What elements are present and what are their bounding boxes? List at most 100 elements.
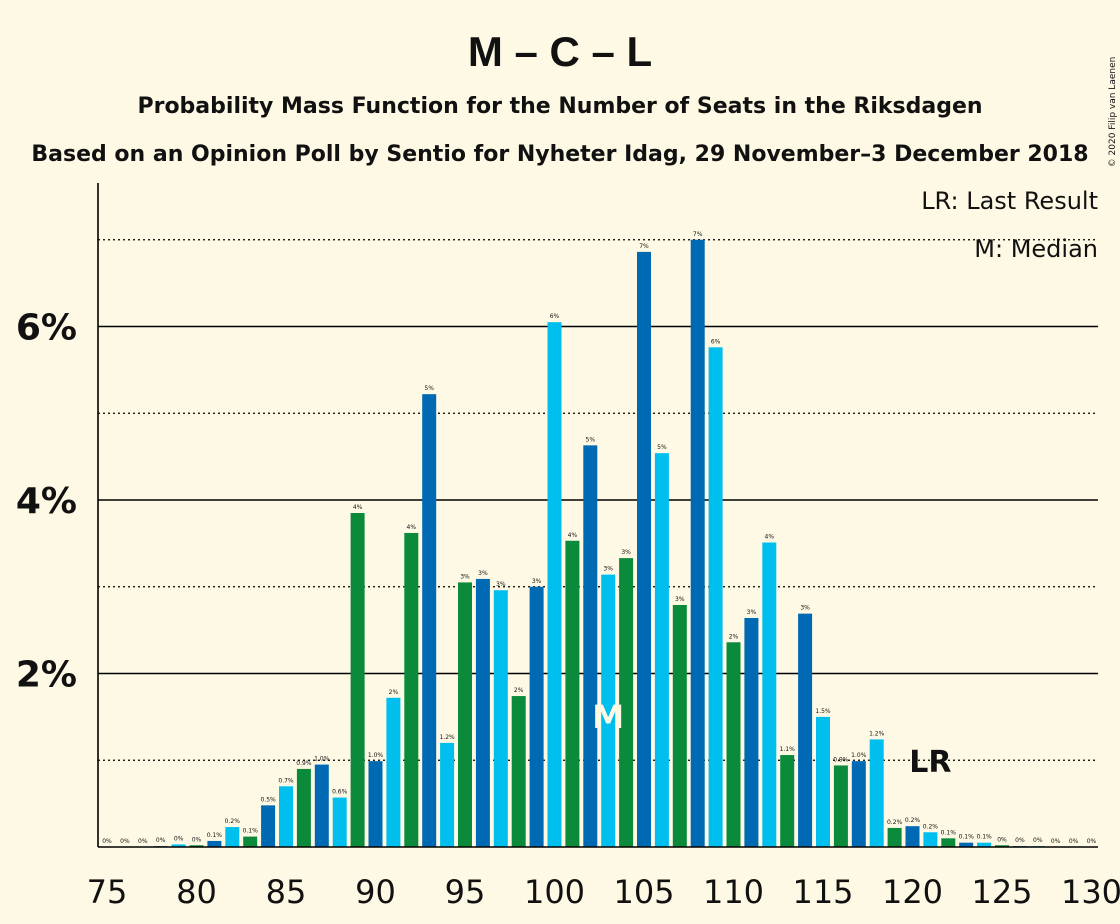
bar-value-label: 1.0% xyxy=(851,752,867,759)
bar-value-label: 0.1% xyxy=(207,832,223,839)
bar-value-label: 1.0% xyxy=(368,752,384,759)
bar-value-label: 0% xyxy=(192,836,202,843)
bar-value-label: 0.9% xyxy=(833,756,849,763)
bar-value-label: 3% xyxy=(496,581,506,588)
bar-value-label: 3% xyxy=(621,549,631,556)
bar-value-label: 0.1% xyxy=(243,828,259,835)
copyright-credit: © 2020 Filip van Laenen xyxy=(1108,57,1118,168)
x-tick-label: 120 xyxy=(882,873,943,911)
bar-value-label: 3% xyxy=(603,566,613,573)
grid-lines xyxy=(98,239,1098,761)
bar-value-label: 4% xyxy=(765,534,775,541)
bar xyxy=(529,586,544,847)
x-tick-label: 125 xyxy=(971,873,1032,911)
bar xyxy=(851,761,866,847)
bar-value-label: 1.2% xyxy=(439,734,455,741)
bar-value-label: 4% xyxy=(353,504,363,511)
bar xyxy=(565,540,580,847)
axes: 2% 4% 6% 75 80 85 90 95 100 105 110 115 120 125 130 xyxy=(16,183,1120,911)
bar xyxy=(744,617,759,847)
x-tick-label: 90 xyxy=(355,873,396,911)
bar-value-label: 0% xyxy=(138,838,148,845)
bar xyxy=(511,696,526,847)
bar-value-label: 0% xyxy=(1051,838,1061,845)
bar xyxy=(386,697,401,847)
bar xyxy=(941,838,956,847)
bar xyxy=(475,578,490,847)
bar-value-label: 0.1% xyxy=(976,834,992,841)
bar-value-label: 3% xyxy=(460,573,470,580)
bar xyxy=(726,642,741,847)
bar xyxy=(350,513,365,847)
bar-value-label: 4% xyxy=(407,524,417,531)
bar-value-label: 2% xyxy=(389,689,399,696)
bar xyxy=(977,842,992,847)
y-tick-label: 6% xyxy=(16,308,77,349)
bar xyxy=(959,842,974,847)
chart-subtitle: Probability Mass Function for the Number… xyxy=(137,94,982,119)
bar-value-label: 0% xyxy=(997,836,1007,843)
x-tick-label: 80 xyxy=(176,873,217,911)
x-tick-label: 105 xyxy=(613,873,674,911)
bar-value-label: 0% xyxy=(1087,838,1097,845)
x-tick-label: 110 xyxy=(703,873,764,911)
bar-value-label: 5% xyxy=(657,444,667,451)
bar xyxy=(780,755,795,847)
bar xyxy=(189,845,204,847)
bar-value-label: 0.7% xyxy=(278,777,294,784)
bar-value-label: 0% xyxy=(120,838,130,845)
x-tick-label: 130 xyxy=(1061,873,1120,911)
bar-value-label: 3% xyxy=(800,605,810,612)
y-tick-label: 4% xyxy=(16,481,77,522)
bar-value-label: 6% xyxy=(711,338,721,345)
bar xyxy=(583,445,598,847)
bar-value-label: 0% xyxy=(1033,837,1043,844)
bar-value-label: 5% xyxy=(586,436,596,443)
bar xyxy=(243,836,258,847)
bar xyxy=(905,826,920,847)
bar-value-label: 1.5% xyxy=(815,708,831,715)
bar xyxy=(798,613,813,847)
chart-subtitle-poll: Based on an Opinion Poll by Sentio for N… xyxy=(31,142,1088,167)
bar-value-label: 4% xyxy=(568,532,578,539)
bar-value-label: 0.5% xyxy=(260,796,276,803)
bar-value-label: 0% xyxy=(174,835,184,842)
bar xyxy=(422,394,437,847)
bar-value-label: 3% xyxy=(532,578,542,585)
x-tick-label: 95 xyxy=(445,873,486,911)
bar-value-label: 3% xyxy=(675,596,685,603)
y-tick-label: 2% xyxy=(16,655,77,696)
bar xyxy=(995,845,1009,847)
bar-value-label: 0% xyxy=(1015,837,1025,844)
bar-value-label: 0.2% xyxy=(887,819,903,826)
x-tick-label: 115 xyxy=(792,873,853,911)
bar xyxy=(404,532,419,847)
bar-value-label: 0.9% xyxy=(296,760,312,767)
bar-value-label: 0.2% xyxy=(225,818,241,825)
legend-last-result: LR: Last Result xyxy=(921,187,1098,215)
bar-value-label: 1.2% xyxy=(869,730,885,737)
bar xyxy=(833,765,848,847)
bar xyxy=(207,840,222,847)
bar xyxy=(601,574,616,847)
bar-value-label: 5% xyxy=(424,385,434,392)
bar-value-label: 7% xyxy=(639,243,649,250)
bar-value-label: 0% xyxy=(102,838,112,845)
bar-value-label: 0.2% xyxy=(905,817,921,824)
bar-value-label: 0.6% xyxy=(332,789,348,796)
bar xyxy=(368,761,383,847)
bar xyxy=(708,347,723,847)
bar-value-label: 0% xyxy=(156,837,166,844)
bar-series xyxy=(153,239,1045,848)
bar xyxy=(619,558,634,847)
bar-value-label: 1.0% xyxy=(314,756,330,763)
bar xyxy=(261,805,276,847)
bar xyxy=(654,453,669,847)
bar-data-labels: 0% 0% 0% 0% 0% 0%0.1%0.2%0.1%0.5%0.7%0.9%1.0%… xyxy=(102,231,1096,845)
bar xyxy=(637,251,651,847)
bar-value-label: 0% xyxy=(1069,838,1079,845)
bar xyxy=(279,786,293,847)
bar xyxy=(296,768,311,847)
median-marker: M xyxy=(592,698,624,736)
